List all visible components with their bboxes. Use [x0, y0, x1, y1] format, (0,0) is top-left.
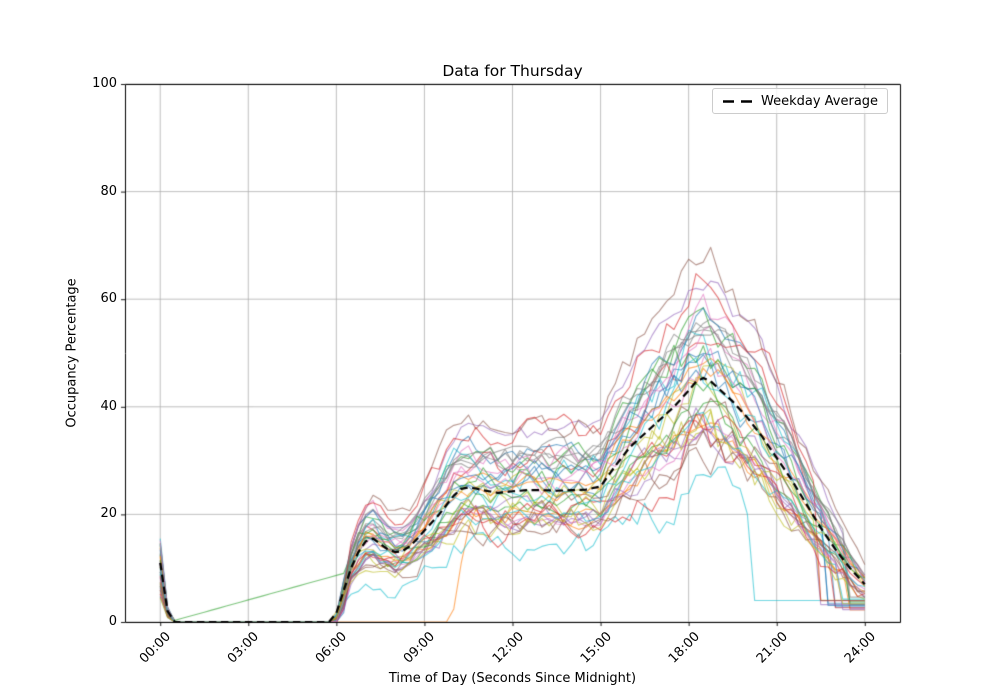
- chart-title: Data for Thursday: [442, 62, 583, 80]
- dashed-line-icon: [723, 99, 752, 103]
- legend: Weekday Average: [712, 88, 889, 114]
- y-tick-label: 0: [108, 614, 117, 629]
- x-axis-label: Time of Day (Seconds Since Midnight): [388, 671, 637, 686]
- y-tick-label: 20: [100, 506, 117, 522]
- y-tick-label: 80: [100, 183, 117, 199]
- y-tick-label: 100: [92, 76, 117, 91]
- y-tick-label: 40: [100, 398, 117, 414]
- y-tick-label: 60: [100, 291, 117, 307]
- legend-label: Weekday Average: [761, 93, 879, 109]
